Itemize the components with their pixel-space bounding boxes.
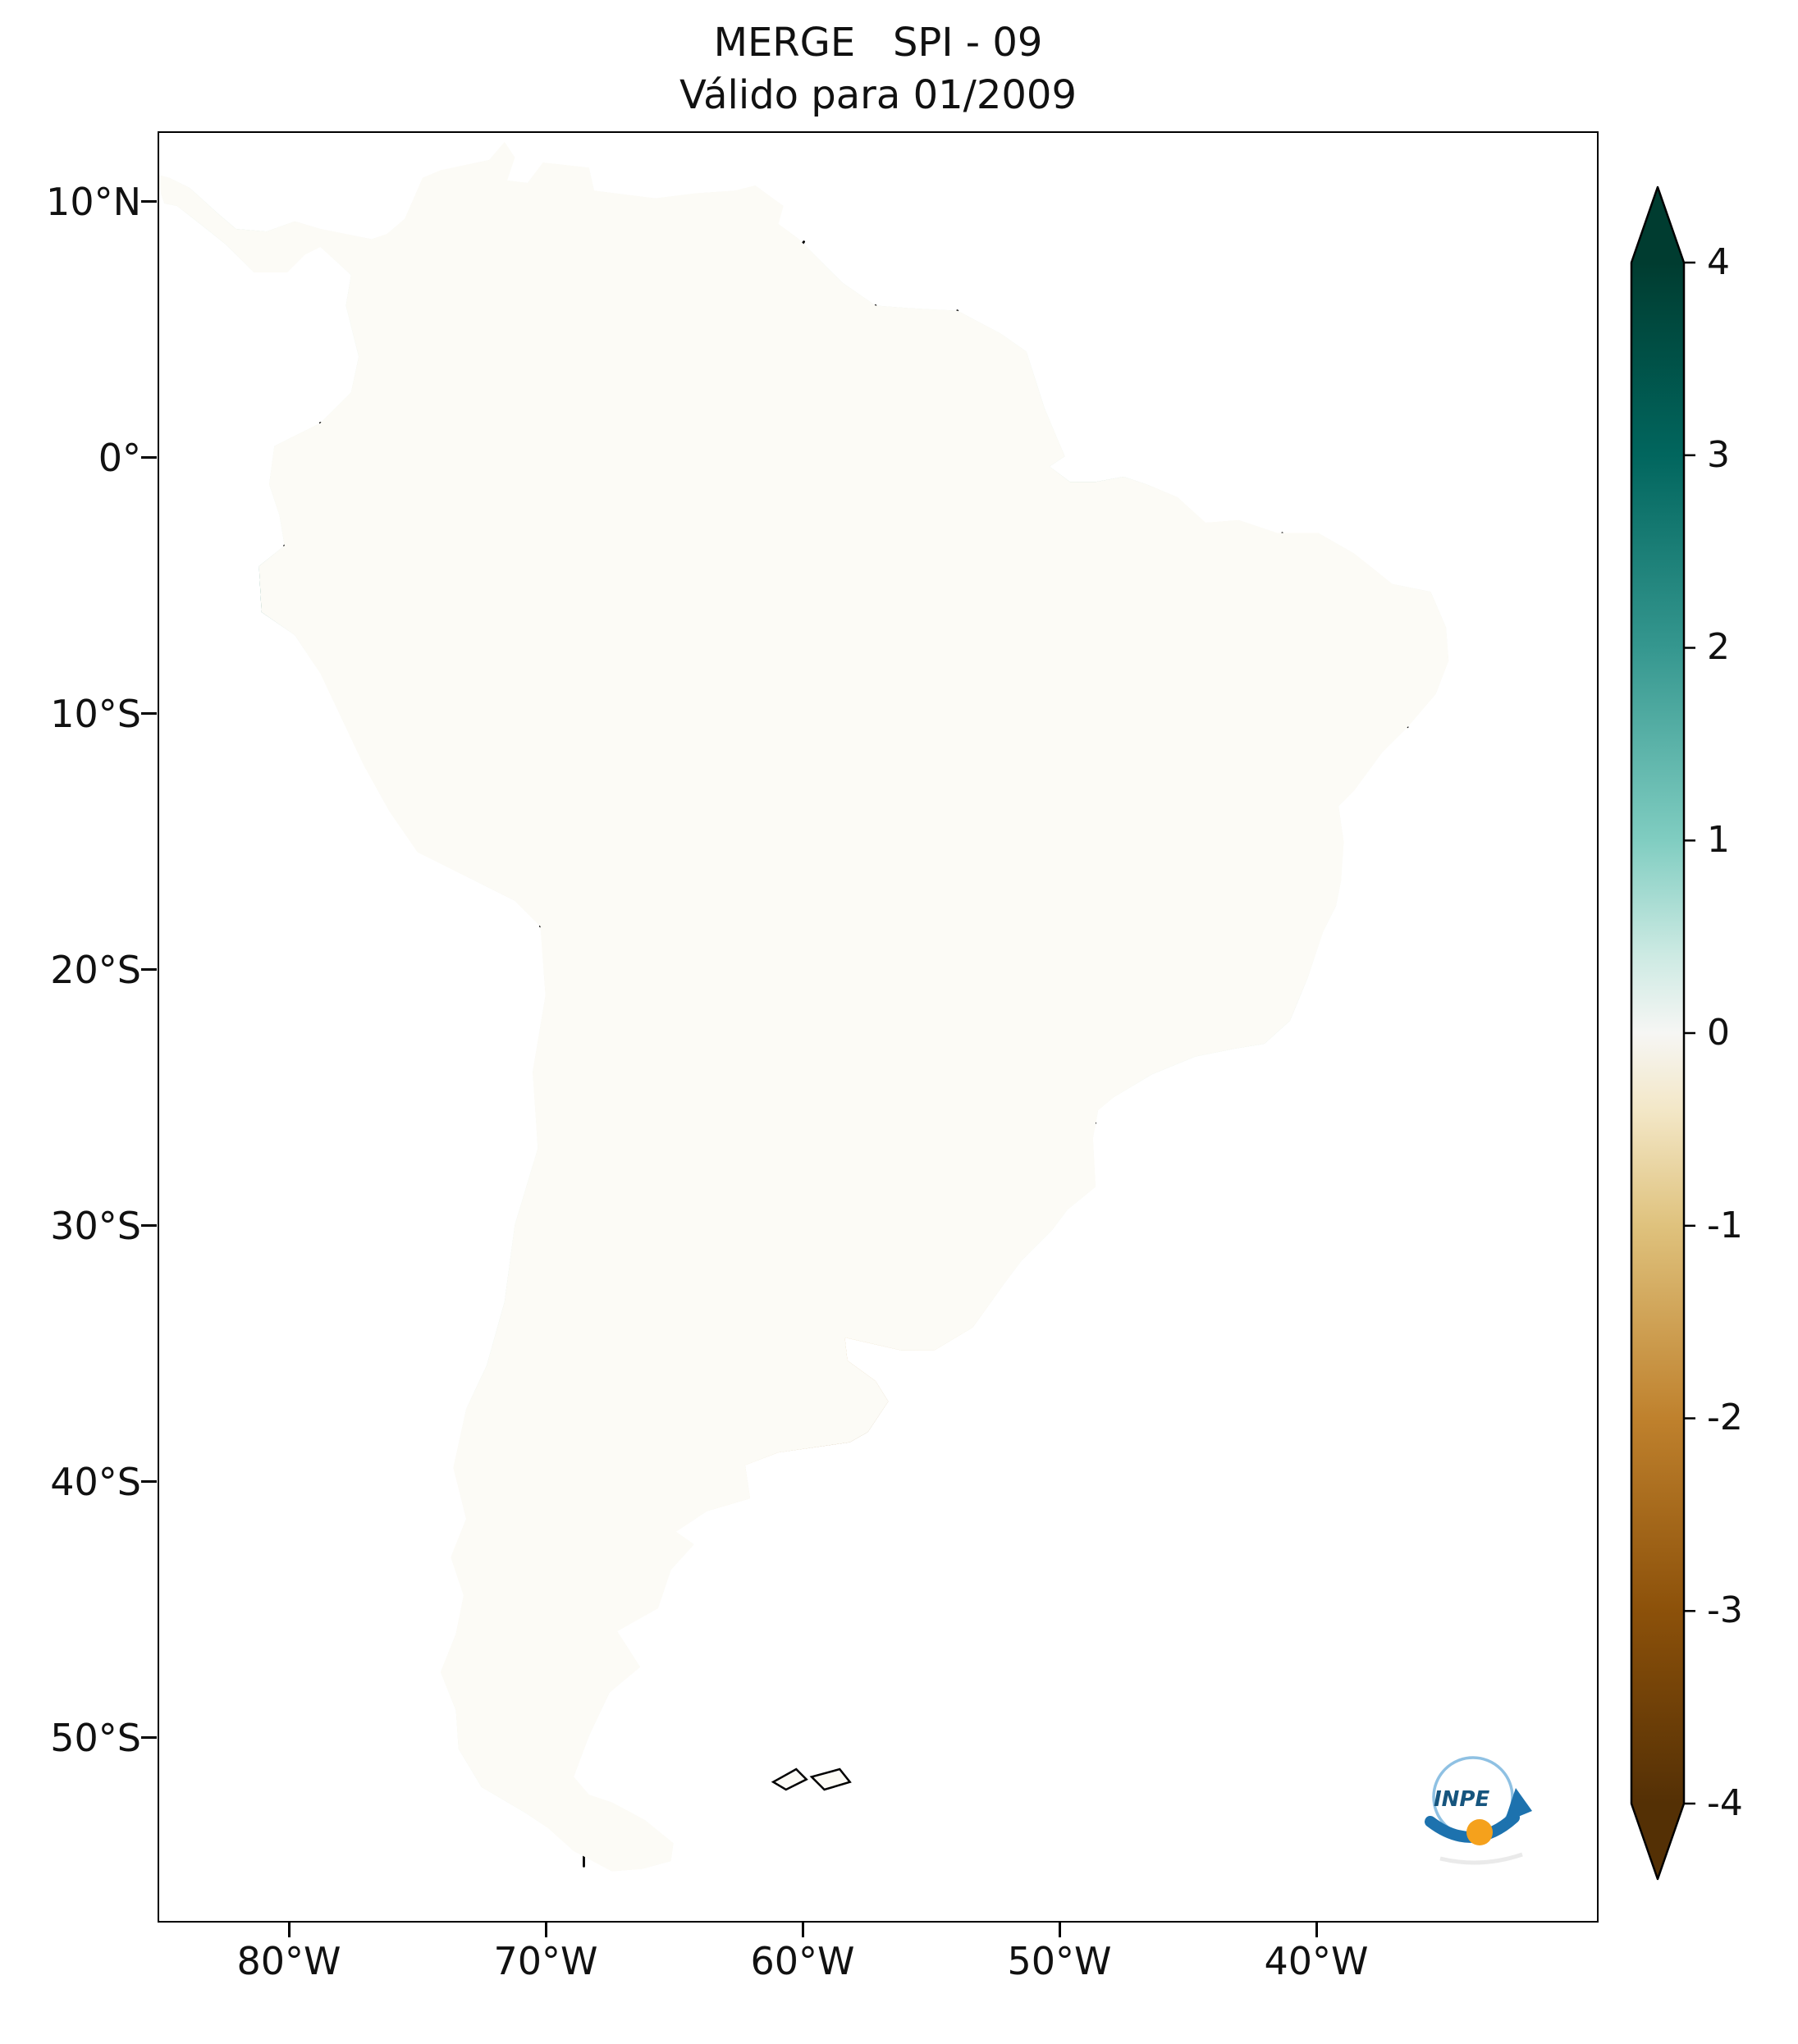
logo-orange-dot <box>1466 1819 1493 1845</box>
colorbar-tick-label: -3 <box>1707 1589 1743 1631</box>
lon-tick-label: 50°W <box>1007 1939 1112 1983</box>
lat-tick <box>141 712 157 715</box>
lat-tick <box>141 1480 157 1483</box>
coastline <box>159 142 1448 1871</box>
lat-tick-label: 40°S <box>50 1460 141 1504</box>
colorbar-tick-label: 3 <box>1707 434 1730 476</box>
lat-tick-label: 30°S <box>50 1204 141 1248</box>
colorbar <box>1630 185 1695 1881</box>
map-frame <box>158 131 1599 1923</box>
lon-tick-label: 70°W <box>493 1939 598 1983</box>
colorbar-tick-label: 2 <box>1707 626 1730 668</box>
lat-tick <box>141 1224 157 1227</box>
colorbar-gradient <box>1630 185 1686 1881</box>
lon-tick <box>1315 1922 1318 1937</box>
colorbar-tick-label: 0 <box>1707 1012 1730 1054</box>
lon-tick <box>802 1922 804 1937</box>
logo-shadow-arc <box>1439 1852 1523 1865</box>
colorbar-tick-label: -2 <box>1707 1397 1743 1438</box>
lon-tick <box>545 1922 547 1937</box>
inpe-logo: INPE <box>1425 1756 1532 1865</box>
lat-tick <box>141 1736 157 1739</box>
colorbar-ticks <box>1684 261 1695 1805</box>
figure-title: MERGE SPI - 09 <box>713 20 1043 66</box>
lon-tick-label: 80°W <box>236 1939 341 1983</box>
lat-tick-label: 0° <box>98 436 141 480</box>
lat-tick <box>141 200 157 203</box>
lat-tick-label: 10°S <box>50 692 141 736</box>
inpe-logo-text: INPE <box>1434 1787 1489 1812</box>
south-america-map <box>159 133 1597 1921</box>
colorbar-tick-label: -1 <box>1707 1205 1743 1246</box>
lon-tick-label: 60°W <box>750 1939 855 1983</box>
lon-tick-label: 40°W <box>1264 1939 1369 1983</box>
lat-tick-label: 10°N <box>46 180 141 224</box>
lat-tick-label: 50°S <box>50 1716 141 1760</box>
colorbar-tick-label: 4 <box>1707 241 1730 283</box>
colorbar-tick-label: -4 <box>1707 1782 1743 1824</box>
logo-arrow-head <box>1504 1788 1532 1822</box>
lon-tick <box>288 1922 291 1937</box>
lat-tick <box>141 456 157 459</box>
lon-tick <box>1059 1922 1061 1937</box>
lat-tick-label: 20°S <box>50 948 141 992</box>
colorbar-tick-label: 1 <box>1707 819 1730 861</box>
lat-tick <box>141 968 157 971</box>
figure-subtitle: Válido para 01/2009 <box>679 72 1077 118</box>
